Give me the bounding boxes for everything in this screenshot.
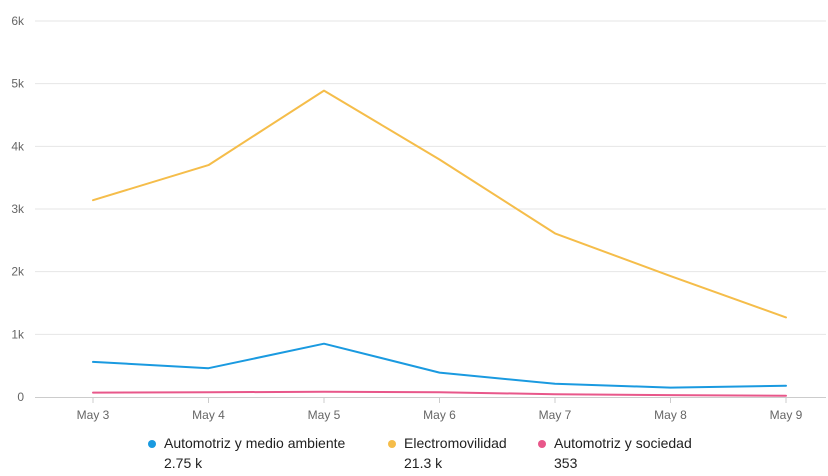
legend-label: Automotriz y sociedad [554, 435, 692, 451]
y-tick-label: 2k [11, 265, 25, 279]
y-tick-label: 4k [11, 139, 25, 153]
series-line-automotriz-y-sociedad[interactable] [92, 390, 787, 397]
y-tick-label: 6k [11, 14, 25, 28]
y-tick-label: 5k [11, 77, 25, 91]
legend-marker [388, 440, 396, 448]
gridlines [35, 20, 826, 335]
legend-total: 353 [554, 455, 578, 471]
legend-total: 21.3 k [404, 455, 443, 471]
legend-marker [538, 440, 546, 448]
series-lines [92, 89, 787, 397]
x-tick-label: May 5 [308, 408, 341, 422]
y-tick-label: 0 [17, 390, 24, 404]
x-tick-label: May 8 [654, 408, 687, 422]
legend-label: Electromovilidad [404, 435, 507, 451]
y-tick-label: 3k [11, 202, 25, 216]
y-tick-label: 1k [11, 327, 25, 341]
x-tick-label: May 4 [192, 408, 225, 422]
series-line-automotriz-y-medio-ambiente[interactable] [92, 342, 787, 389]
x-tick-label: May 9 [770, 408, 803, 422]
legend-label: Automotriz y medio ambiente [164, 435, 346, 451]
legend: Automotriz y medio ambiente 2.75 k Elect… [0, 434, 828, 476]
legend-marker [148, 440, 156, 448]
x-tick-label: May 7 [539, 408, 572, 422]
y-axis-tick-labels: 0 1k 2k 3k 4k 5k 6k [11, 14, 25, 404]
legend-total: 2.75 k [164, 455, 203, 471]
x-axis-tick-labels: May 3 May 4 May 5 May 6 May 7 May 8 May 9 [77, 397, 803, 422]
x-tick-label: May 6 [423, 408, 456, 422]
series-line-electromovilidad[interactable] [92, 89, 787, 319]
x-tick-label: May 3 [77, 408, 110, 422]
